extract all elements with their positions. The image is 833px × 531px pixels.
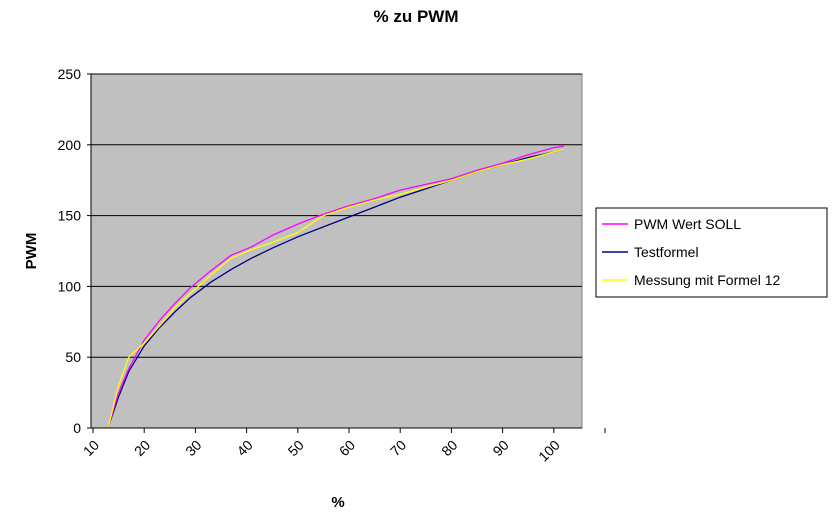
series-line-3 [107,148,565,427]
y-tick-label: 100 [58,278,82,294]
x-tick-label: 90 [489,437,511,459]
y-tick-label: 50 [65,349,81,365]
y-tick-label: 150 [58,208,82,224]
x-tick-label: 20 [131,437,153,459]
x-tick-label: 80 [438,437,460,459]
x-axis-title: % [331,494,344,511]
x-tick-label: 30 [182,437,204,459]
y-tick-label: 200 [58,137,82,153]
x-tick-label: 40 [233,437,255,459]
x-axis-ticks: 10 20 30 40 50 60 70 80 90 100 [80,428,606,465]
legend-label: Testformel [634,244,699,260]
y-tick-label: 0 [73,420,81,436]
x-tick-label: 10 [80,437,102,459]
legend-label: Messung mit Formel 12 [634,272,780,288]
x-tick-label: 60 [336,437,358,459]
x-tick-label: 50 [285,437,307,459]
x-tick-label: 100 [535,437,563,465]
gridlines [91,73,582,358]
y-axis-title: PWM [23,233,40,270]
series-line-1 [107,145,565,427]
chart-title: % zu PWM [374,7,459,26]
series-lines [107,145,565,427]
x-tick-label: 70 [387,437,409,459]
y-tick-label: 250 [58,66,82,82]
plot-area [90,73,583,429]
legend-box [595,207,828,298]
legend: PWM Wert SOLL Testformel Messung mit Forme… [602,216,780,288]
legend-label: PWM Wert SOLL [634,216,741,232]
y-axis-ticks: 0 50 100 150 200 250 [58,66,91,436]
